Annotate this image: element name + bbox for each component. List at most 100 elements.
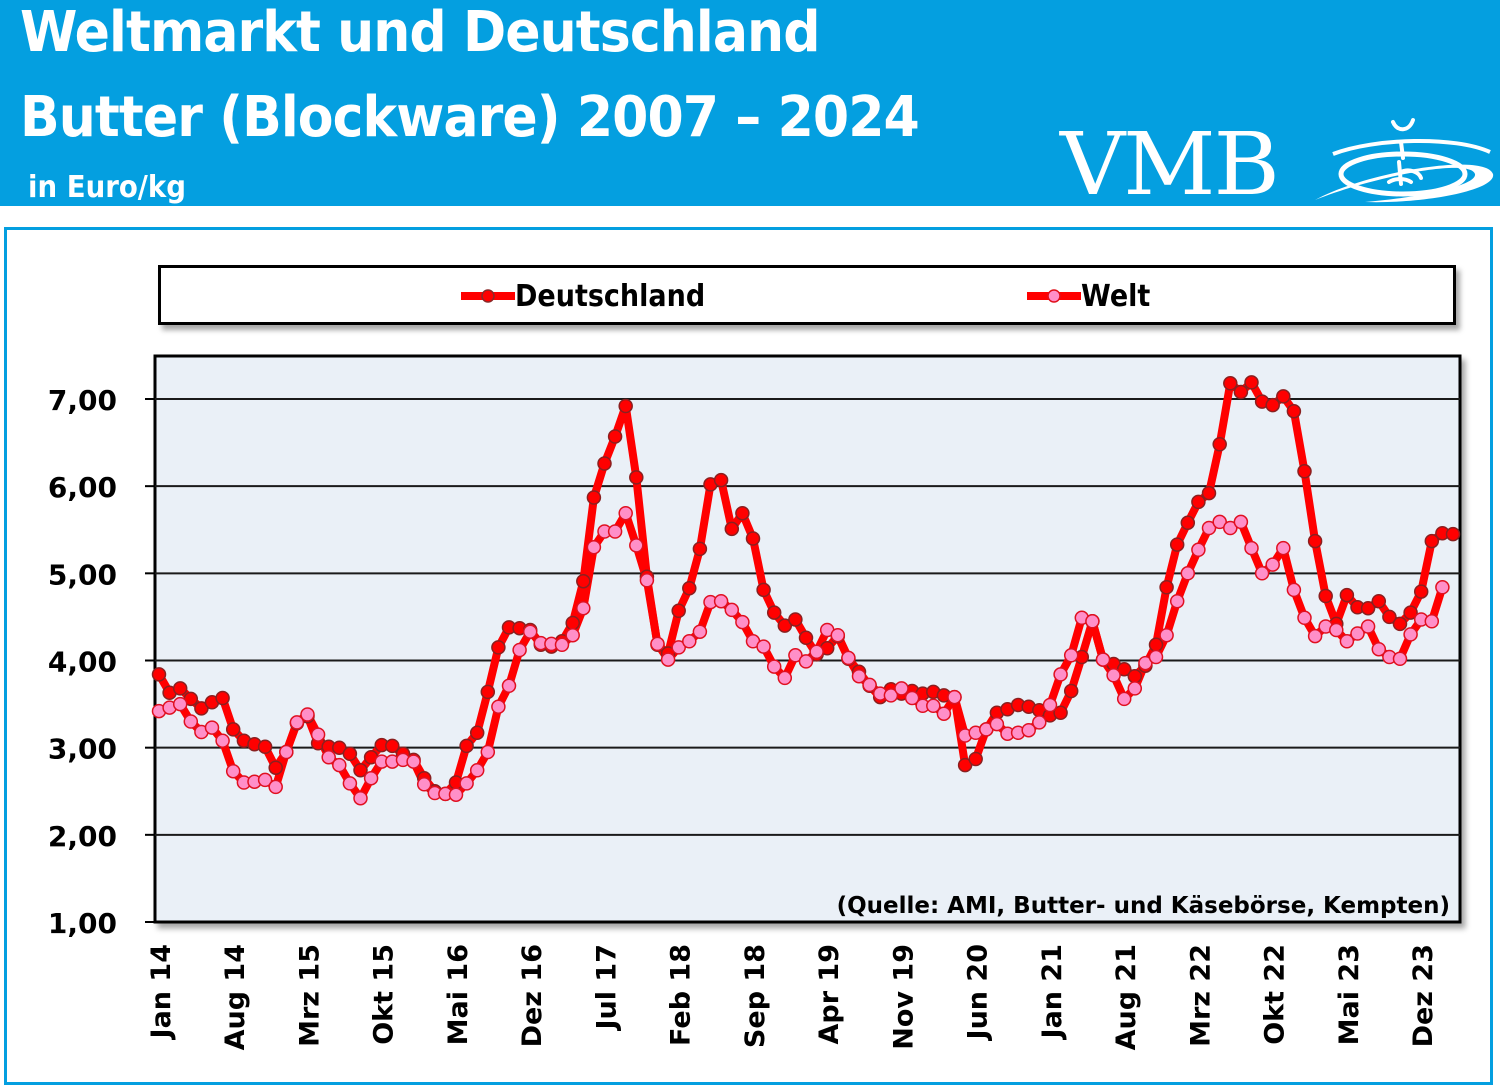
y-axis: 1,00 2,00 3,00 4,00 5,00 6,00 7,00	[48, 384, 155, 940]
data-point	[1169, 537, 1185, 552]
data-point	[586, 539, 602, 555]
data-point	[671, 603, 686, 619]
data-point	[926, 698, 941, 714]
data-point	[1159, 580, 1174, 595]
data-point	[1201, 485, 1217, 501]
data-point	[735, 614, 750, 630]
data-point	[1191, 542, 1206, 558]
data-point	[491, 640, 506, 655]
data-point	[1042, 697, 1058, 713]
data-point	[745, 531, 761, 546]
data-point	[724, 521, 740, 537]
x-tick-label: Okt 22	[1260, 944, 1291, 1045]
data-point	[660, 652, 676, 667]
data-point	[522, 624, 538, 639]
data-point	[692, 624, 708, 639]
data-point	[1403, 627, 1418, 642]
data-point	[1339, 634, 1355, 649]
data-point	[1201, 520, 1217, 536]
data-point	[851, 668, 867, 684]
legend-marker-welt-icon	[1027, 289, 1081, 303]
data-point	[766, 605, 782, 620]
data-point	[353, 763, 368, 778]
series-group	[151, 375, 1461, 806]
x-tick-label: Jan 14	[146, 944, 177, 1040]
data-point	[1329, 622, 1344, 638]
data-point	[1021, 722, 1036, 738]
data-point	[491, 699, 506, 714]
chart-title-line-1: Weltmarkt und Deutschland	[20, 0, 820, 65]
data-point	[1265, 397, 1280, 413]
data-point	[342, 746, 358, 762]
series-markers-welt	[151, 505, 1450, 806]
data-point	[194, 701, 209, 716]
data-point	[766, 659, 782, 674]
data-point	[1286, 403, 1302, 419]
data-point	[756, 639, 771, 654]
x-tick-label: Aug 21	[1111, 944, 1142, 1050]
data-point	[1116, 661, 1132, 677]
data-point	[1413, 584, 1429, 599]
data-point	[756, 582, 771, 598]
data-point	[650, 636, 665, 652]
data-point	[385, 738, 400, 754]
x-tick-label: Feb 18	[666, 944, 697, 1046]
data-point	[1392, 651, 1408, 667]
data-point	[586, 490, 602, 505]
chart-title-line-2: Butter (Blockware) 2007 – 2024	[20, 85, 920, 150]
y-tick-label: 7,00	[48, 384, 117, 417]
data-point	[777, 670, 793, 686]
data-point	[151, 667, 167, 682]
data-point	[459, 738, 474, 754]
data-point	[1318, 588, 1333, 604]
data-point	[883, 688, 899, 703]
data-point	[512, 642, 527, 658]
data-point	[1106, 668, 1121, 683]
y-tick-label: 6,00	[48, 471, 117, 504]
data-point	[332, 740, 347, 755]
data-point	[172, 681, 188, 696]
data-point	[947, 689, 962, 705]
data-point	[1371, 641, 1387, 657]
y-tick-label: 1,00	[48, 907, 117, 940]
data-point	[1233, 384, 1249, 400]
data-point	[279, 744, 294, 760]
data-point	[618, 505, 633, 521]
data-point	[777, 618, 793, 633]
legend-item-welt: Welt	[1027, 278, 1158, 314]
data-point	[1307, 628, 1323, 644]
data-point	[1445, 526, 1461, 542]
y-tick-label: 3,00	[48, 733, 117, 766]
data-point	[1116, 691, 1132, 707]
unit-subtitle: in Euro/kg	[28, 170, 186, 205]
data-point	[1138, 655, 1153, 671]
data-point	[183, 714, 199, 729]
data-point	[1254, 566, 1270, 581]
data-point	[639, 573, 655, 588]
data-point	[1191, 494, 1206, 510]
x-tick-label: Apr 19	[814, 944, 845, 1045]
x-tick-label: Dez 23	[1408, 944, 1439, 1047]
data-point	[257, 739, 273, 755]
data-point	[1350, 626, 1365, 641]
data-point	[1339, 587, 1355, 603]
legend-label-welt: Welt	[1081, 278, 1151, 314]
data-point	[1297, 610, 1312, 626]
data-point	[629, 470, 644, 485]
data-point	[225, 763, 241, 779]
data-point	[904, 690, 920, 706]
data-point	[597, 456, 612, 471]
x-tick-label: Jul 17	[591, 944, 622, 1032]
data-point	[1063, 648, 1079, 663]
data-point	[1127, 668, 1143, 684]
data-point	[1276, 540, 1291, 556]
vmb-logo: VMB	[1060, 112, 1500, 215]
data-point	[682, 580, 697, 596]
data-point	[1392, 616, 1408, 632]
data-point	[798, 630, 814, 646]
logo-text: VMB	[1060, 115, 1280, 215]
x-tick-label: Jan 21	[1037, 944, 1068, 1040]
data-point	[1032, 715, 1047, 730]
data-point	[936, 706, 952, 721]
